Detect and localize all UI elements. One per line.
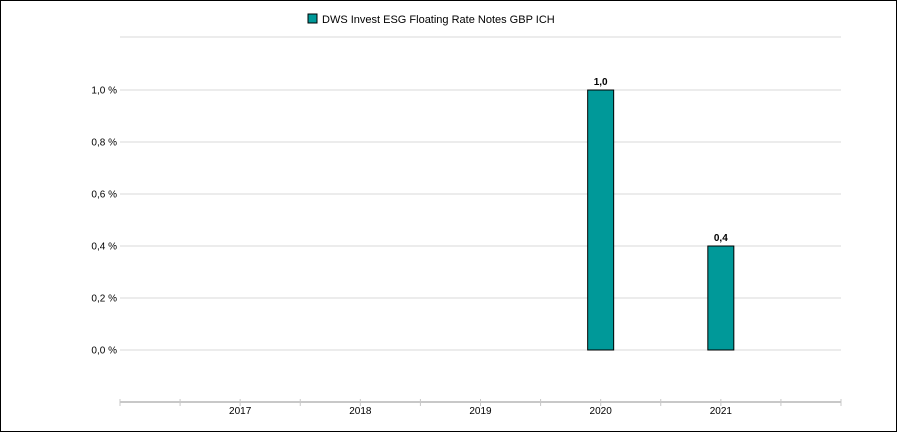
data-label: 1,0	[594, 77, 608, 88]
legend-label: DWS Invest ESG Floating Rate Notes GBP I…	[322, 14, 555, 26]
legend: DWS Invest ESG Floating Rate Notes GBP I…	[307, 13, 555, 26]
x-tick-label: 2017	[229, 406, 252, 417]
bar-2020	[587, 89, 615, 351]
y-tick-label: 0,0 %	[91, 346, 117, 357]
data-label: 0,4	[714, 233, 728, 244]
data-labels: 1,0 0,4	[594, 77, 729, 244]
y-tick-label: 0,8 %	[91, 138, 117, 149]
y-tick-label: 0,2 %	[91, 294, 117, 305]
x-tick-label: 2020	[590, 406, 613, 417]
y-tick-label: 1,0 %	[91, 86, 117, 97]
y-axis-tick-labels: 0,0 % 0,2 % 0,4 % 0,6 % 0,8 % 1,0 %	[91, 86, 117, 357]
bars	[587, 89, 735, 351]
x-axis: 2017 2018 2019 2020 2021	[119, 399, 842, 417]
y-tick-label: 0,6 %	[91, 190, 117, 201]
bar-2021	[707, 245, 735, 351]
x-tick-label: 2021	[710, 406, 733, 417]
y-tick-label: 0,4 %	[91, 242, 117, 253]
legend-swatch	[307, 13, 318, 24]
x-tick-label: 2018	[349, 406, 372, 417]
x-tick-label: 2019	[469, 406, 492, 417]
gridlines	[120, 36, 841, 351]
